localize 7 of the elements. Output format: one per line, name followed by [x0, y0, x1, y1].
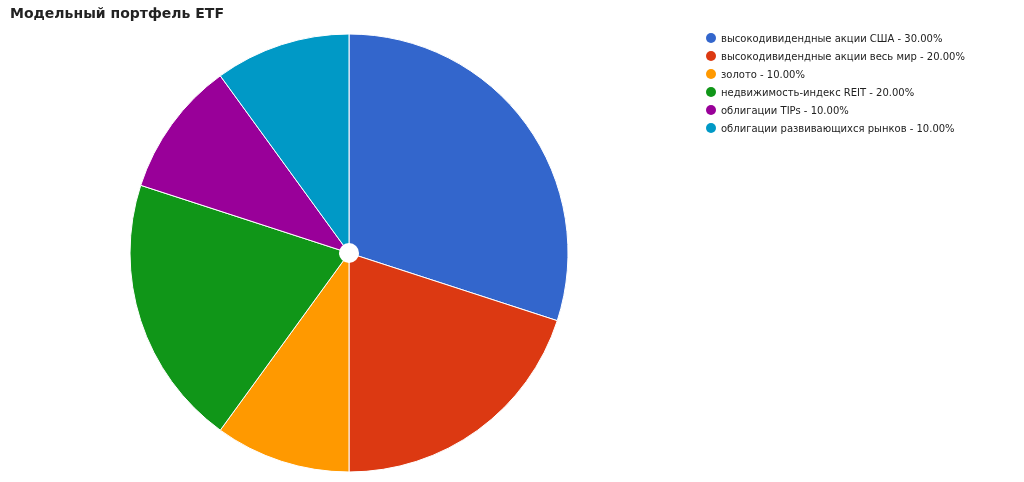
legend-label: золото - 10.00%	[721, 69, 805, 80]
legend-label: облигации развивающихся рынков - 10.00%	[721, 123, 955, 134]
legend-label: недвижимость-индекс REIT - 20.00%	[721, 87, 915, 98]
legend-label: высокодивидендные акции весь мир - 20.00%	[721, 51, 965, 62]
legend-label: облигации TIPs - 10.00%	[721, 105, 849, 116]
chart-title: Модельный портфель ETF	[10, 5, 224, 21]
legend-label: высокодивидендные акции США - 30.00%	[721, 33, 943, 44]
